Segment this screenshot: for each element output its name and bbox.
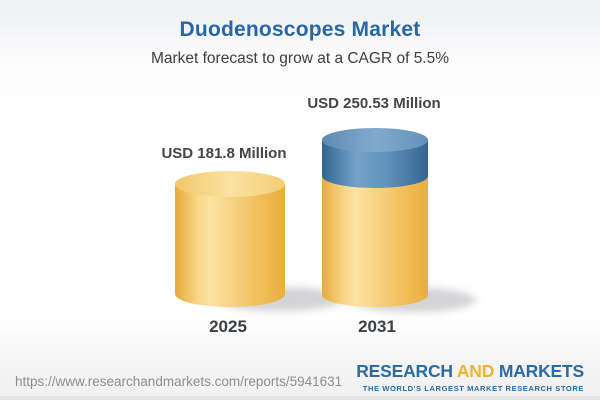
cylinder-body-2025 <box>175 184 285 294</box>
cylinder-top-2031 <box>322 128 428 152</box>
chart-subtitle: Market forecast to grow at a CAGR of 5.5… <box>150 50 450 67</box>
bar-cylinder-2025 <box>175 171 285 307</box>
value-label-2031: USD 250.53 Million <box>307 95 441 112</box>
value-label-2025: USD 181.8 Million <box>161 145 287 162</box>
logo-wordmark: RESEARCH AND MARKETS <box>356 361 584 382</box>
research-and-markets-logo: RESEARCH AND MARKETS THE WORLD'S LARGEST… <box>356 361 584 393</box>
cylinder-base-segment-2031 <box>322 176 428 295</box>
logo-word-markets: MARKETS <box>498 361 584 381</box>
logo-word-research: RESEARCH <box>356 361 453 381</box>
logo-tagline: THE WORLD'S LARGEST MARKET RESEARCH STOR… <box>362 384 584 393</box>
chart-title: Duodenoscopes Market <box>179 18 421 41</box>
bar-cylinder-2031 <box>322 128 428 307</box>
axis-label-2031: 2031 <box>358 317 396 336</box>
logo-word-and: AND <box>456 361 495 381</box>
axis-label-2025: 2025 <box>209 317 247 336</box>
report-url: https://www.researchandmarkets.com/repor… <box>15 374 343 389</box>
cylinder-top-2025 <box>175 171 285 197</box>
bottom-border-strip <box>0 396 600 400</box>
